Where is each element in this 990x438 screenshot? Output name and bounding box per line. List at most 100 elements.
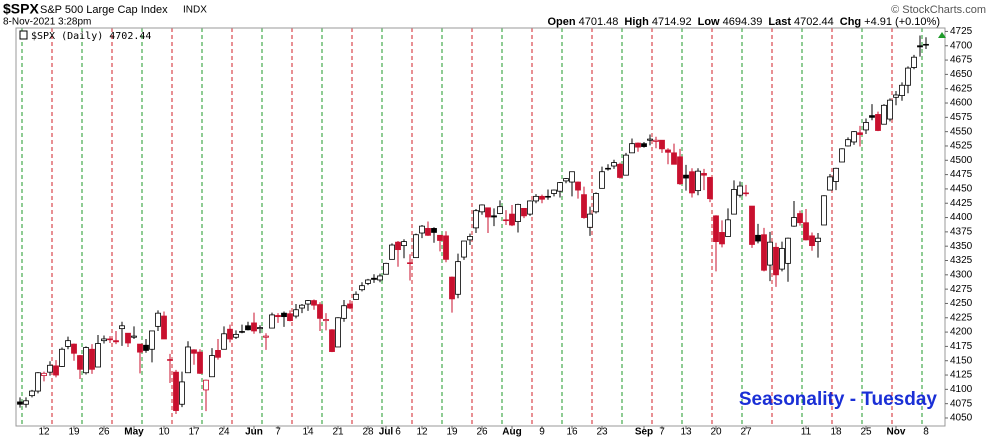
y-tick-label: 4675 bbox=[950, 55, 973, 66]
candle-body bbox=[869, 115, 875, 118]
candle-body bbox=[785, 237, 791, 264]
candle-body bbox=[221, 333, 227, 350]
candle-body bbox=[167, 359, 173, 361]
candle-body bbox=[893, 94, 899, 98]
candle-body bbox=[95, 343, 101, 368]
candle-body bbox=[413, 234, 419, 259]
x-tick-label: 17 bbox=[188, 427, 200, 438]
candle-body bbox=[65, 340, 71, 347]
candle-body bbox=[515, 203, 521, 222]
x-tick-label: 26 bbox=[476, 427, 488, 438]
candle-body bbox=[557, 182, 563, 192]
x-tick-label: 26 bbox=[98, 427, 110, 438]
candle-body bbox=[275, 315, 281, 318]
candle-body bbox=[215, 350, 221, 358]
candle-body bbox=[875, 114, 881, 131]
x-tick-label: 25 bbox=[860, 427, 872, 438]
x-tick-label: 19 bbox=[68, 427, 80, 438]
candle-body bbox=[755, 234, 761, 242]
candle-body bbox=[671, 152, 677, 165]
candle-body bbox=[863, 122, 869, 131]
y-tick-label: 4300 bbox=[950, 269, 973, 280]
candle-body bbox=[389, 244, 395, 260]
candle-body bbox=[593, 193, 599, 213]
candle-body bbox=[911, 56, 917, 68]
y-tick-label: 4625 bbox=[950, 83, 973, 94]
y-tick-label: 4725 bbox=[950, 26, 973, 37]
candle-body bbox=[779, 248, 785, 270]
candle-body bbox=[287, 313, 293, 322]
stats: Open 4701.48 High 4714.92 Low 4694.39 Last 4702… bbox=[548, 16, 941, 28]
y-tick-label: 4100 bbox=[950, 384, 973, 395]
candle-body bbox=[527, 200, 533, 215]
candle-body bbox=[731, 189, 737, 215]
stat-value: 4714.92 bbox=[652, 16, 692, 28]
candle-body bbox=[641, 143, 647, 147]
x-tick-label: 7 bbox=[275, 427, 281, 438]
candle-body bbox=[503, 219, 509, 222]
candle-body bbox=[743, 192, 749, 195]
candle-body bbox=[89, 348, 95, 370]
x-tick-label: 12 bbox=[416, 427, 428, 438]
candle-body bbox=[521, 207, 527, 217]
candle-body bbox=[197, 351, 203, 374]
x-tick-label: 14 bbox=[302, 427, 314, 438]
candle-body bbox=[179, 381, 185, 405]
candle-body bbox=[131, 335, 137, 338]
candle-body bbox=[707, 177, 713, 200]
x-tick-label: 19 bbox=[446, 427, 458, 438]
x-tick-label: 11 bbox=[801, 427, 812, 438]
candle-body bbox=[713, 215, 719, 243]
candle-body bbox=[581, 194, 587, 218]
candle-body bbox=[761, 234, 767, 271]
candle-body bbox=[917, 45, 923, 48]
y-tick-label: 4525 bbox=[950, 141, 973, 152]
candle-body bbox=[353, 293, 359, 300]
candle-body bbox=[449, 276, 455, 300]
candle-body bbox=[17, 401, 23, 405]
candle-body bbox=[203, 379, 209, 391]
candle-body bbox=[629, 143, 635, 154]
date: 8-Nov-2021 3:28pm bbox=[3, 17, 91, 28]
candle-body bbox=[563, 178, 569, 182]
candle-body bbox=[647, 138, 653, 141]
candle-body bbox=[419, 225, 425, 234]
candle-body bbox=[119, 325, 125, 330]
candle-body bbox=[23, 400, 29, 405]
candle-body bbox=[53, 365, 59, 376]
x-tick-label: 12 bbox=[38, 427, 50, 438]
legend-icon bbox=[19, 30, 28, 40]
y-tick-label: 4575 bbox=[950, 112, 973, 123]
y-tick-label: 4075 bbox=[950, 398, 973, 409]
candle-body bbox=[767, 241, 773, 266]
stat-label: Last bbox=[768, 16, 791, 28]
candle-body bbox=[677, 156, 683, 185]
candle-body bbox=[701, 173, 707, 176]
candle-body bbox=[443, 235, 449, 260]
candle-body bbox=[491, 215, 497, 218]
x-tick-label: May bbox=[124, 427, 144, 438]
candle-body bbox=[653, 139, 659, 142]
candle-body bbox=[575, 181, 581, 191]
stat-value: 4702.44 bbox=[794, 16, 834, 28]
candle-body bbox=[383, 262, 389, 275]
y-tick-label: 4650 bbox=[950, 69, 973, 80]
candle-body bbox=[161, 315, 167, 340]
candle-body bbox=[347, 303, 353, 309]
candle-body bbox=[401, 241, 407, 247]
candle-body bbox=[149, 330, 155, 350]
candle-body bbox=[815, 237, 821, 243]
y-tick-label: 4600 bbox=[950, 98, 973, 109]
candle-body bbox=[101, 338, 107, 342]
candle-body bbox=[317, 304, 323, 319]
candle-body bbox=[227, 328, 233, 340]
candle-body bbox=[905, 67, 911, 86]
candle-body bbox=[617, 163, 623, 178]
candle-body bbox=[425, 228, 431, 236]
copyright: © StockCharts.com bbox=[891, 4, 986, 16]
x-tick-label: 7 bbox=[659, 427, 665, 438]
y-tick-label: 4475 bbox=[950, 169, 973, 180]
candle-body bbox=[899, 84, 905, 96]
x-tick-label: 16 bbox=[566, 427, 578, 438]
y-tick-label: 4425 bbox=[950, 198, 973, 209]
